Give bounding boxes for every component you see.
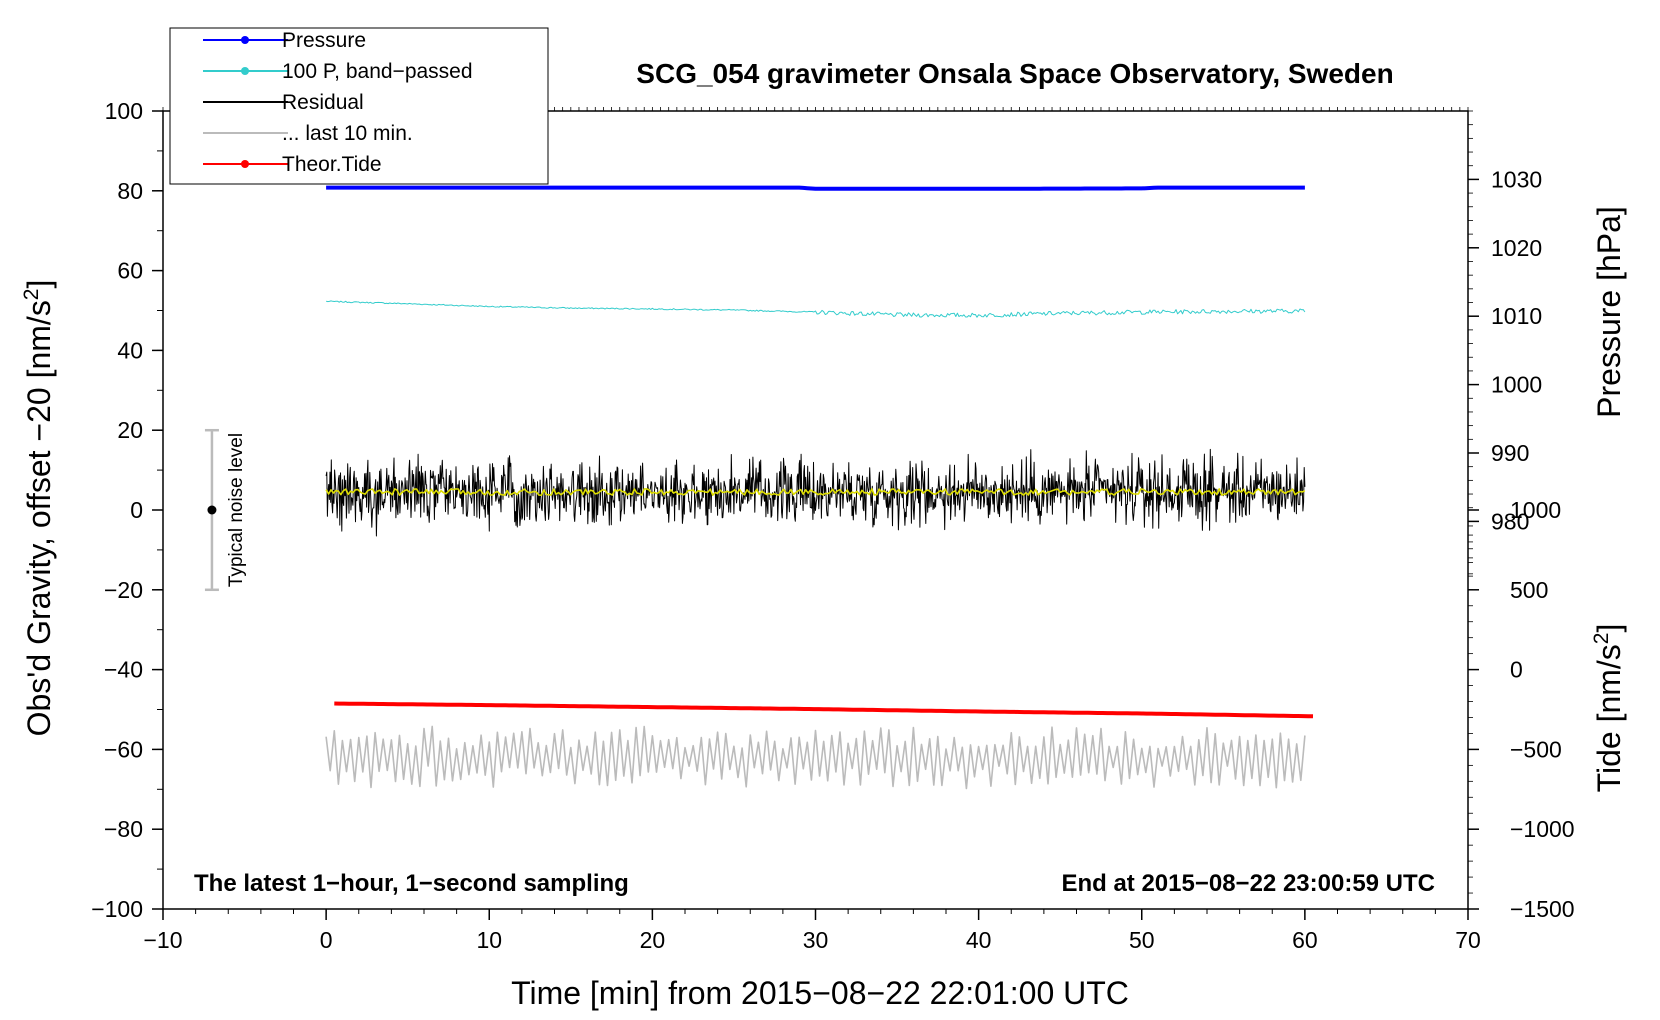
chart-title: SCG_054 gravimeter Onsala Space Observat… [636, 58, 1393, 89]
y-tide-tick-label: −1000 [1510, 816, 1575, 842]
y-left-tick-label: 20 [117, 417, 143, 443]
y-left-tick-label: 40 [117, 337, 143, 363]
y-tide-tick-label: −500 [1510, 736, 1562, 762]
y-tide-tick-label: 0 [1510, 657, 1523, 683]
legend-label: Residual [282, 91, 364, 114]
x-tick-label: 70 [1455, 927, 1481, 953]
y-pressure-tick-label: 1000 [1491, 372, 1542, 398]
x-tick-label: 30 [803, 927, 829, 953]
x-tick-label: 0 [320, 927, 333, 953]
y-axis-left-title-main: Obs'd Gravity, offset −20 [nm/s [21, 300, 57, 736]
x-tick-label: 50 [1129, 927, 1155, 953]
x-tick-label: 60 [1292, 927, 1318, 953]
y-axis-tide-title-main: Tide [nm/s [1591, 644, 1627, 792]
x-tick-label: 20 [640, 927, 666, 953]
y-pressure-tick-label: 990 [1491, 440, 1529, 466]
y-tide-tick-label: −1500 [1510, 896, 1575, 922]
y-tide-tick-label: 1000 [1510, 497, 1561, 523]
noise-bar-center-dot [207, 505, 217, 515]
end-time-annotation: End at 2015−08−22 23:00:59 UTC [1061, 870, 1435, 897]
legend-label: Pressure [282, 29, 366, 52]
pressure-line [326, 185, 1305, 191]
x-axis: −10 0 10 20 30 40 50 60 70 [143, 107, 1481, 953]
y-left-tick-label: −40 [104, 657, 143, 683]
band-passed-pressure-line [325, 300, 1306, 318]
y-left-tick-label: 0 [130, 497, 143, 523]
y-left-tick-label: 80 [117, 178, 143, 204]
y-left-tick-label: −60 [104, 736, 143, 762]
legend-swatch-dot [241, 67, 249, 75]
legend-label: ... last 10 min. [282, 122, 413, 145]
y-axis-tide-title-sup: 2 [1590, 633, 1613, 645]
y-left-tick-label: −80 [104, 816, 143, 842]
y-axis-tide-title-end: ] [1591, 624, 1627, 633]
legend-swatch-dot [241, 36, 249, 44]
y-left-tick-label: 100 [105, 98, 143, 124]
sampling-annotation: The latest 1−hour, 1−second sampling [194, 870, 629, 897]
y-left-tick-label: −100 [91, 896, 143, 922]
y-left-tick-label: 60 [117, 258, 143, 284]
y-axis-right: 980 990 1000 1010 1020 1030 −1500 −1000 −500 0 500… [1468, 110, 1575, 922]
y-axis-tide-title: Tide [nm/s2] [1590, 624, 1627, 793]
residual-smoothed-line [325, 488, 1306, 497]
theoretical-tide-line [334, 701, 1314, 719]
plot-area: Typical noise level [162, 110, 1469, 910]
y-axis-left-title: Obs'd Gravity, offset −20 [nm/s2] [20, 280, 57, 737]
y-axis-left-title-sup: 2 [20, 288, 43, 300]
legend-label: 100 P, band−passed [282, 60, 473, 83]
y-pressure-tick-label: 980 [1491, 508, 1529, 534]
y-tide-tick-label: 500 [1510, 577, 1548, 603]
x-tick-label: 40 [966, 927, 992, 953]
y-pressure-tick-label: 1010 [1491, 303, 1542, 329]
last-10-min-line [325, 725, 1306, 790]
x-axis-title: Time [min] from 2015−08−22 22:01:00 UTC [511, 975, 1129, 1011]
x-tick-label: −10 [143, 927, 182, 953]
y-pressure-tick-label: 1020 [1491, 235, 1542, 261]
legend: Pressure 100 P, band−passed Residual ... la… [169, 27, 549, 185]
residual-line [325, 448, 1306, 537]
legend-label: Theor.Tide [282, 153, 382, 176]
noise-level-label: Typical noise level [226, 433, 247, 587]
y-axis-left: −100 −80 −60 −40 −20 0 20 40 60 80 100 [91, 98, 163, 922]
y-axis-left-title-end: ] [21, 280, 57, 289]
legend-box [169, 27, 549, 185]
y-axis-pressure-title: Pressure [hPa] [1591, 206, 1627, 418]
y-left-tick-label: −20 [104, 577, 143, 603]
x-tick-label: 10 [476, 927, 502, 953]
legend-swatch-dot [241, 160, 249, 168]
y-pressure-tick-label: 1030 [1491, 166, 1542, 192]
